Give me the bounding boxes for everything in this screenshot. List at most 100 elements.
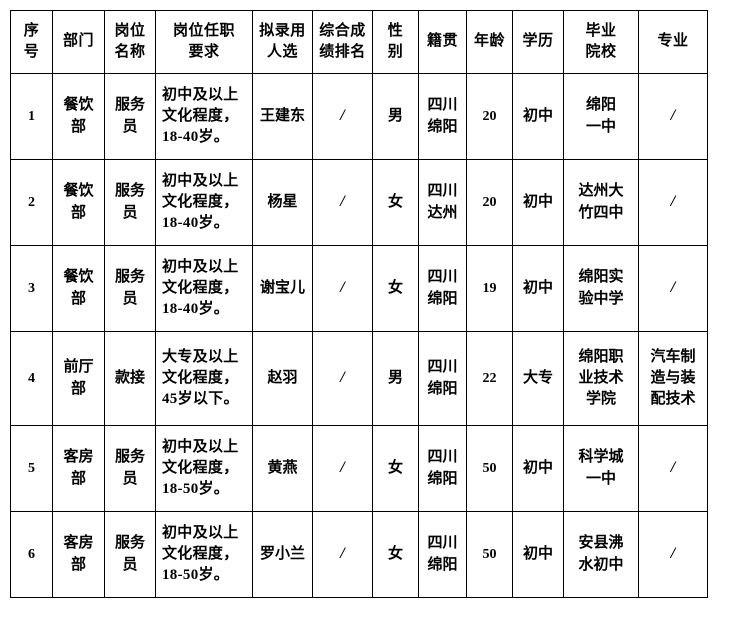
cell-dept: 餐饮部 [52, 245, 105, 332]
cell-text: 男 [374, 368, 417, 389]
cell-text: / [314, 105, 371, 128]
text-line: 18-50岁。 [162, 481, 230, 498]
cell-text: 客房部 [54, 447, 103, 490]
cell-gender: 女 [372, 511, 419, 598]
text-line: 综合成 [319, 22, 366, 39]
column-header-major: 专业 [638, 10, 708, 74]
cell-text: 四川 绵阳 [420, 533, 465, 576]
text-line: 初中及以上 [162, 438, 239, 455]
text-line: 要求 [188, 44, 220, 60]
cell-seq: 4 [10, 331, 53, 426]
cell-text: 女 [374, 192, 417, 213]
cell-text: 四川 绵阳 [420, 357, 465, 400]
text-line: 拟录用 [259, 22, 306, 39]
text-line: 部门 [62, 33, 94, 50]
text-line: 文化程度， [162, 459, 239, 476]
text-line: 科学城 [578, 449, 624, 466]
cell-post: 款接 [104, 331, 156, 426]
cell-major: / [638, 159, 708, 246]
text-line: 客房 [63, 449, 94, 466]
text-line: 18-40岁。 [162, 129, 230, 146]
cell-text: 初中及以上 文化程度， 18-40岁。 [157, 257, 251, 321]
cell-text: 服务员 [106, 95, 154, 138]
table-header-row: 序号部门 岗位 名称 岗位任职 要求 拟录用 人选 综合成 绩排名性别籍贯 年龄 学历 毕业 院校 专业 [10, 10, 708, 74]
text-line: 初中及以上 [162, 172, 239, 189]
text-line: 款接 [114, 369, 145, 386]
text-line: 谢宝儿 [259, 279, 305, 296]
text-line: 客房 [63, 535, 94, 552]
text-line: / [670, 279, 676, 297]
text-line: 院校 [585, 44, 617, 60]
text-line: 专业 [657, 33, 689, 50]
text-line: 绵阳 [427, 380, 458, 397]
text-line: 岗位 [114, 22, 146, 39]
text-line: 达州 [427, 204, 458, 221]
cell-text: 服务员 [106, 447, 154, 490]
text-line: / [670, 545, 676, 563]
cell-text: 绵阳实 验中学 [565, 267, 637, 310]
cell-text: 绵阳职 业技术 学院 [565, 347, 637, 411]
cell-major: 汽车制 造与装 配技术 [638, 331, 708, 426]
cell-text: 安县沸 水初中 [565, 533, 637, 576]
column-header-post: 岗位 名称 [104, 10, 156, 74]
column-header-edu: 学历 [512, 10, 564, 74]
text-line: 人选 [266, 44, 298, 60]
text-line: 餐饮 [63, 97, 94, 114]
cell-rank: / [312, 245, 373, 332]
text-line: 初中及以上 [162, 524, 239, 541]
cell-text: 绵阳 一中 [565, 95, 637, 138]
text-line: 绵阳 [427, 556, 458, 573]
text-line: 达州大 [578, 183, 624, 200]
cell-text: 女 [374, 458, 417, 479]
cell-post: 服务员 [104, 159, 156, 246]
text-line: 部 [70, 204, 86, 221]
text-line: 四川 [427, 183, 458, 200]
cell-rank: / [312, 331, 373, 426]
text-line: 20 [482, 194, 497, 210]
text-line: 四川 [427, 359, 458, 376]
cell-dept: 客房部 [52, 511, 105, 598]
cell-cand: 谢宝儿 [252, 245, 313, 332]
text-line: 号 [23, 44, 40, 60]
cell-text: 大专 [514, 368, 562, 389]
cell-cand: 罗小兰 [252, 511, 313, 598]
text-line: 初中 [522, 459, 553, 476]
text-line: 配技术 [650, 391, 696, 408]
cell-text: 谢宝儿 [254, 278, 311, 299]
table-row: 6 客房部服务员初中及以上 文化程度， 18-50岁。 罗小兰 / 女四川 绵阳 50 初中 安县沸… [10, 511, 708, 598]
text-line: / [670, 193, 676, 211]
recruitment-results-table: 序号部门 岗位 名称 岗位任职 要求 拟录用 人选 综合成 绩排名性别籍贯 年龄 学历 毕业 院校 专业 … [10, 10, 708, 598]
cell-native: 四川 绵阳 [418, 331, 467, 426]
text-line: 绵阳 [427, 470, 458, 487]
column-header-text: 序号 [12, 21, 51, 64]
cell-major: / [638, 73, 708, 160]
text-line: 杨星 [267, 193, 298, 210]
text-line: 服务 [114, 269, 145, 286]
cell-text: 初中 [514, 278, 562, 299]
text-line: 罗小兰 [259, 545, 305, 562]
cell-cand: 杨星 [252, 159, 313, 246]
text-line: 22 [482, 370, 497, 386]
text-line: 绵阳 [585, 97, 616, 114]
cell-text: 汽车制 造与装 配技术 [640, 347, 706, 411]
text-line: 初中及以上 [162, 258, 239, 275]
cell-seq: 6 [10, 511, 53, 598]
cell-req: 初中及以上 文化程度， 18-40岁。 [155, 159, 253, 246]
cell-gender: 女 [372, 425, 419, 512]
text-line: 18-40岁。 [162, 215, 230, 232]
cell-req: 大专及以上 文化程度， 45岁以下。 [155, 331, 253, 426]
text-line: 女 [387, 545, 403, 562]
text-line: 王建东 [259, 107, 305, 124]
cell-text: / [314, 543, 371, 566]
text-line: 文化程度， [162, 545, 239, 562]
text-line: 男 [387, 369, 403, 386]
text-line: 男 [387, 107, 403, 124]
text-line: 竹四中 [578, 204, 624, 221]
cell-dept: 餐饮部 [52, 159, 105, 246]
cell-text: 服务员 [106, 267, 154, 310]
cell-req: 初中及以上 文化程度， 18-40岁。 [155, 73, 253, 160]
cell-school: 安县沸 水初中 [563, 511, 639, 598]
text-line: 岗位任职 [172, 22, 235, 39]
text-line: 毕业 [585, 22, 617, 39]
